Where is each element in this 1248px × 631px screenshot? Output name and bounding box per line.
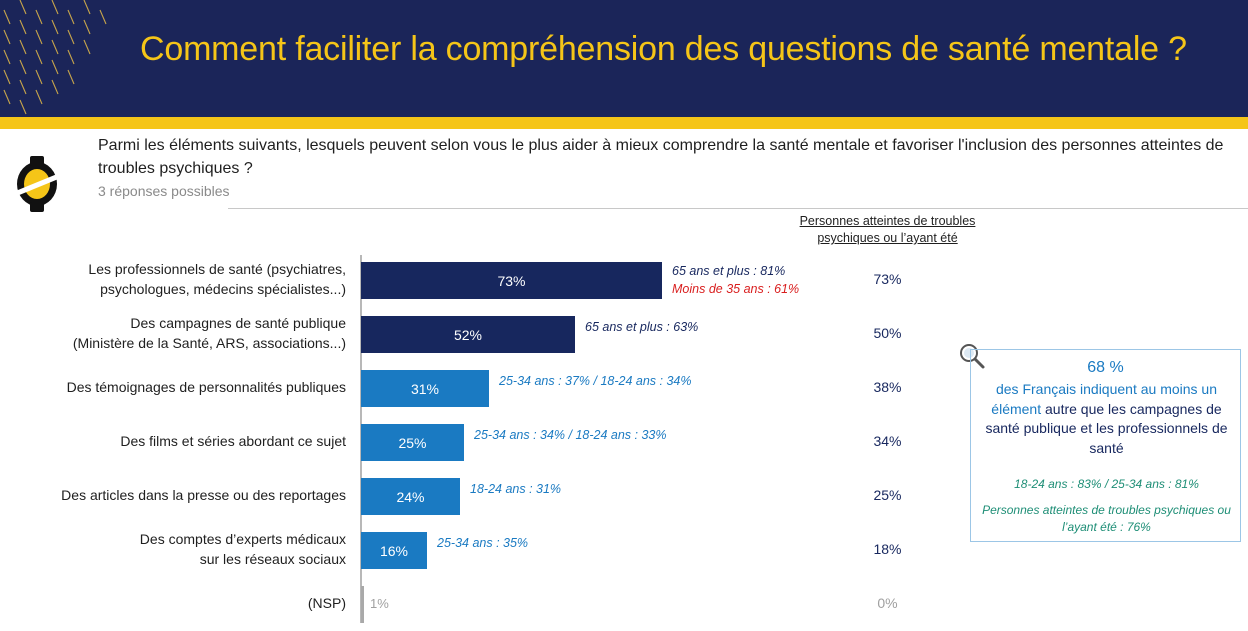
category-label: (NSP) bbox=[308, 593, 346, 613]
category-label: Des comptes d’experts médicaux sur les ré… bbox=[140, 529, 346, 569]
category-label-line: (NSP) bbox=[307, 595, 346, 611]
subgroup-column-header: Personnes atteintes de troubles psychiqu… bbox=[799, 214, 976, 245]
subgroup-value: 50% bbox=[873, 325, 902, 341]
category-label: Des témoignages de personnalités publiqu… bbox=[67, 377, 346, 397]
bar-value-label: 1% bbox=[370, 596, 389, 611]
bar: 25% bbox=[361, 424, 464, 461]
subgroup-note: Moins de 35 ans : 61% bbox=[672, 282, 800, 296]
insight-description: des Français indiquent au moins un éléme… bbox=[977, 380, 1236, 458]
category-label-line: sur les réseaux sociaux bbox=[199, 551, 346, 567]
bar: 31% bbox=[361, 370, 489, 407]
category-label-line: psychologues, médecins spécialistes...) bbox=[100, 281, 346, 297]
header-banner: Comment faciliter la compréhension des q… bbox=[0, 0, 1248, 117]
subgroup-note: 25-34 ans : 34% / 18-24 ans : 33% bbox=[474, 428, 667, 442]
category-label-line: (Ministère de la Santé, ARS, association… bbox=[72, 335, 346, 351]
bar-value-label: 31% bbox=[410, 380, 440, 397]
brand-logo-icon bbox=[14, 156, 60, 212]
category-label: Des films et séries abordant ce sujet bbox=[120, 431, 346, 451]
subgroup-note: 25-34 ans : 37% / 18-24 ans : 34% bbox=[499, 374, 692, 388]
category-label-line: Des comptes d’experts médicaux bbox=[139, 531, 346, 547]
insight-desc-text: des Français indiquent au moins un éléme… bbox=[991, 381, 1218, 417]
gold-line-pattern bbox=[3, 0, 107, 115]
question-text: Parmi les éléments suivants, lesquels pe… bbox=[98, 137, 1224, 177]
category-label-line: Des campagnes de santé publique bbox=[130, 315, 346, 331]
category-label-line: Des films et séries abordant ce sujet bbox=[120, 433, 346, 449]
category-label: Des campagnes de santé publique (Ministèr… bbox=[73, 313, 346, 353]
bar bbox=[361, 586, 364, 623]
bar: 52% bbox=[361, 316, 575, 353]
subgroup-value: 34% bbox=[873, 433, 902, 449]
subgroup-value: 18% bbox=[873, 541, 902, 557]
subgroup-value: 73% bbox=[873, 271, 902, 287]
subgroup-note: 18-24 ans : 31% bbox=[470, 482, 562, 496]
bar: 16% bbox=[361, 532, 427, 569]
bar-value-label: 25% bbox=[398, 434, 427, 451]
category-label: Les professionnels de santé (psychiatres… bbox=[88, 259, 346, 299]
category-label: Des articles dans la presse ou des repor… bbox=[61, 485, 346, 505]
insight-desc-highlight: autre que les campagnes de santé publiqu… bbox=[985, 400, 1228, 456]
divider bbox=[228, 208, 1248, 209]
subgroup-note: 65 ans et plus : 81% bbox=[672, 264, 786, 278]
bar-value-label: 24% bbox=[396, 488, 425, 505]
page-title: Comment faciliter la compréhension des q… bbox=[140, 30, 1187, 68]
bar: 24% bbox=[361, 478, 460, 515]
subgroup-value: 38% bbox=[873, 379, 902, 395]
insight-percentage: 68 % bbox=[1087, 359, 1124, 376]
bar-value-label: 73% bbox=[497, 272, 526, 289]
bar-value-label: 16% bbox=[379, 542, 409, 559]
bar-value-label: 52% bbox=[453, 326, 483, 343]
category-label-line: Des articles dans la presse ou des repor… bbox=[61, 487, 346, 503]
insight-box: 68 % des Français indiquent au moins un … bbox=[970, 349, 1241, 542]
header-accent-band bbox=[0, 117, 1248, 129]
insight-age-note: 18-24 ans : 83% / 25-34 ans : 81% bbox=[1014, 477, 1199, 491]
category-label-line: Les professionnels de santé (psychiatres… bbox=[88, 261, 346, 277]
category-label-line: Des témoignages de personnalités publiqu… bbox=[66, 379, 346, 395]
insight-subgroup-note: Personnes atteintes de troubles psychiqu… bbox=[982, 503, 1231, 534]
subgroup-value: 25% bbox=[873, 487, 902, 503]
subgroup-note: 65 ans et plus : 63% bbox=[585, 320, 699, 334]
question-subtitle: 3 réponses possibles bbox=[98, 183, 230, 199]
bar: 73% bbox=[361, 262, 662, 299]
subgroup-value: 0% bbox=[877, 595, 898, 611]
subgroup-note: 25-34 ans : 35% bbox=[437, 536, 529, 550]
